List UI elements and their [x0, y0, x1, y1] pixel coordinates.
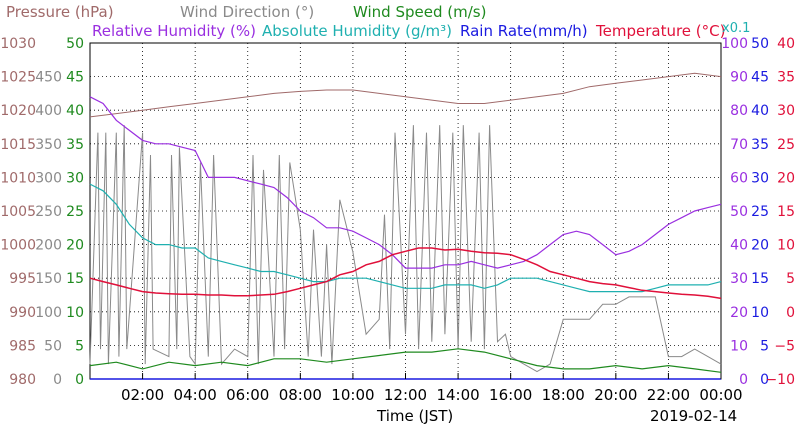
legend-pressure: Pressure (hPa) [6, 3, 114, 21]
y-tick-label-relative-humidity: 40 [730, 238, 748, 254]
y-tick-label-rain-rate: 10 [751, 305, 769, 321]
y-tick-label-wind-speed: 50 [66, 36, 84, 52]
y-tick-label-wind-speed: 20 [66, 238, 84, 254]
y-tick-label-relative-humidity: 30 [730, 271, 748, 287]
y-tick-label-wind-speed: 35 [66, 137, 84, 153]
y-tick-label-temperature: 25 [777, 137, 795, 153]
y-tick-label-wind-direction: 350 [35, 137, 62, 153]
y-tick-label-wind-speed: 0 [75, 372, 84, 388]
y-tick-label-temperature: 30 [777, 103, 795, 119]
series-line-relative-humidity [89, 96, 722, 269]
y-tick-label-pressure: 1005 [0, 204, 36, 220]
y-tick-label-wind-speed: 25 [66, 204, 84, 220]
y-tick-label-rain-rate: 40 [751, 103, 769, 119]
y-tick-label-pressure: 980 [9, 372, 36, 388]
axes-layer: 9809859909951000100510101015102010251030… [0, 36, 795, 388]
y-tick-label-relative-humidity: 50 [730, 204, 748, 220]
y-tick-label-wind-direction: 0 [53, 372, 62, 388]
y-tick-label-temperature: 5 [786, 271, 795, 287]
y-tick-label-wind-speed: 40 [66, 103, 84, 119]
series-line-wind-direction [89, 125, 722, 373]
y-tick-label-pressure: 1015 [0, 137, 36, 153]
y-tick-label-wind-speed: 30 [66, 170, 84, 186]
y-tick-label-pressure: 1020 [0, 103, 36, 119]
y-tick-label-pressure: 995 [9, 271, 36, 287]
x-tick-label: 00:00 [699, 386, 742, 404]
legend-temperature: Temperature (°C) [595, 22, 725, 40]
y-tick-label-temperature: 20 [777, 170, 795, 186]
x-tick-label: 10:00 [331, 386, 374, 404]
y-tick-label-relative-humidity: 80 [730, 103, 748, 119]
y-tick-label-temperature: 40 [777, 36, 795, 52]
x-tick-label: 20:00 [594, 386, 637, 404]
y-tick-label-relative-humidity: 100 [721, 36, 748, 52]
y-tick-label-relative-humidity: 60 [730, 170, 748, 186]
y-tick-label-temperature: −10 [765, 372, 795, 388]
series-line-wind-speed [89, 348, 722, 373]
legend-wind-direction: Wind Direction (°) [180, 3, 314, 21]
y-tick-label-rain-rate: 5 [760, 338, 769, 354]
y-tick-label-temperature: 0 [786, 305, 795, 321]
y-tick-label-wind-direction: 300 [35, 170, 62, 186]
series-line-pressure [89, 72, 722, 118]
legend-wind-speed: Wind Speed (m/s) [353, 3, 486, 21]
y-tick-label-wind-speed: 5 [75, 338, 84, 354]
y-tick-label-wind-speed: 10 [66, 305, 84, 321]
y-tick-label-rain-rate: 45 [751, 70, 769, 86]
legend-scale-note: x0.1 [722, 21, 750, 36]
y-tick-label-wind-speed: 45 [66, 70, 84, 86]
y-tick-label-relative-humidity: 70 [730, 137, 748, 153]
y-tick-label-wind-direction: 50 [44, 338, 62, 354]
x-axis: 02:00 04:00 06:00 08:00 10:00 12:00 14:00 16:00… [121, 373, 743, 404]
y-tick-label-pressure: 1010 [0, 170, 36, 186]
x-tick-label: 06:00 [226, 386, 269, 404]
y-tick-label-relative-humidity: 90 [730, 70, 748, 86]
legend: Pressure (hPa) Wind Direction (°) Wind S… [6, 3, 750, 40]
y-tick-label-wind-speed: 15 [66, 271, 84, 287]
x-tick-label: 12:00 [384, 386, 427, 404]
x-tick-label: 02:00 [121, 386, 164, 404]
series-line-temperature [89, 247, 722, 300]
y-tick-label-rain-rate: 0 [760, 372, 769, 388]
y-tick-label-wind-direction: 100 [35, 305, 62, 321]
y-tick-label-rain-rate: 50 [751, 36, 769, 52]
y-tick-label-pressure: 1000 [0, 238, 36, 254]
y-tick-label-rain-rate: 30 [751, 170, 769, 186]
x-tick-label: 18:00 [542, 386, 585, 404]
date-label: 2019-02-14 [650, 407, 737, 425]
y-tick-label-rain-rate: 35 [751, 137, 769, 153]
x-tick-label: 16:00 [489, 386, 532, 404]
y-tick-label-wind-direction: 400 [35, 103, 62, 119]
y-tick-label-temperature: 10 [777, 238, 795, 254]
y-tick-label-pressure: 990 [9, 305, 36, 321]
x-tick-label: 04:00 [174, 386, 217, 404]
legend-relative-humidity: Relative Humidity (%) [92, 22, 256, 40]
x-tick-label: 22:00 [647, 386, 690, 404]
x-axis-label: Time (JST) [376, 407, 453, 425]
series-line-absolute-humidity [89, 183, 722, 293]
y-tick-label-wind-direction: 150 [35, 271, 62, 287]
y-tick-label-wind-direction: 250 [35, 204, 62, 220]
y-tick-label-temperature: −5 [774, 338, 795, 354]
y-tick-label-relative-humidity: 20 [730, 305, 748, 321]
y-tick-label-rain-rate: 25 [751, 204, 769, 220]
y-tick-label-rain-rate: 15 [751, 271, 769, 287]
x-tick-label: 08:00 [279, 386, 322, 404]
y-tick-label-temperature: 15 [777, 204, 795, 220]
y-tick-label-relative-humidity: 0 [739, 372, 748, 388]
y-tick-label-pressure: 985 [9, 338, 36, 354]
y-tick-label-wind-direction: 200 [35, 238, 62, 254]
legend-absolute-humidity: Absolute Humidity (g/m³) [262, 22, 452, 40]
y-tick-label-relative-humidity: 10 [730, 338, 748, 354]
y-tick-label-pressure: 1025 [0, 70, 36, 86]
y-tick-label-wind-direction: 450 [35, 70, 62, 86]
y-tick-label-pressure: 1030 [0, 36, 36, 52]
x-tick-label: 14:00 [436, 386, 479, 404]
y-tick-label-temperature: 35 [777, 70, 795, 86]
y-tick-label-rain-rate: 20 [751, 238, 769, 254]
legend-rain-rate: Rain Rate(mm/h) [460, 22, 588, 40]
